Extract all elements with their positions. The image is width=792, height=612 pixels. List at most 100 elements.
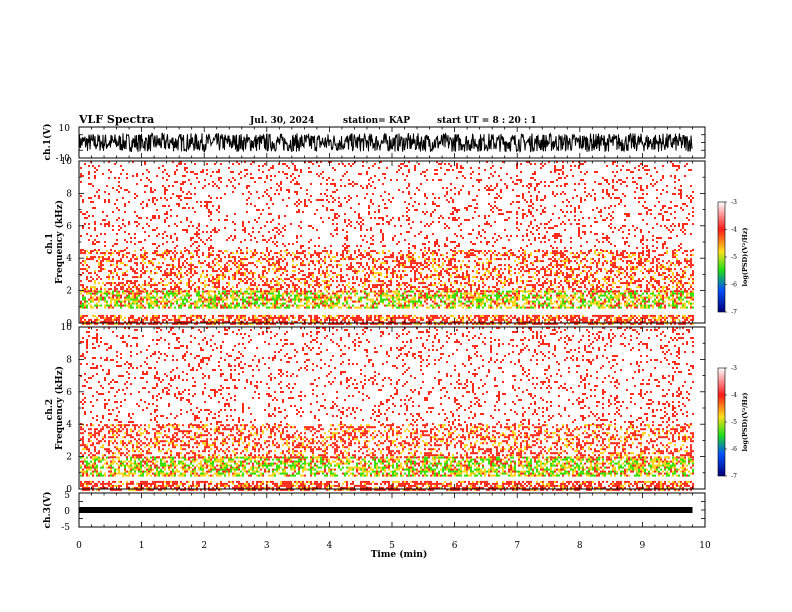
spectrogram-cell bbox=[468, 298, 470, 301]
spectrogram-cell bbox=[212, 322, 214, 325]
spectrogram-cell bbox=[176, 237, 178, 239]
spectrogram-cell bbox=[382, 250, 384, 253]
spectrogram-cell bbox=[290, 181, 292, 183]
spectrogram-cell bbox=[92, 286, 94, 289]
spectrogram-cell bbox=[300, 278, 302, 281]
spectrogram-cell bbox=[482, 306, 484, 309]
spectrogram-cell bbox=[214, 258, 216, 261]
spectrogram-cell bbox=[352, 290, 354, 293]
spectrogram-cell bbox=[150, 181, 152, 183]
spectrogram-cell bbox=[232, 286, 234, 289]
spectrogram-cell bbox=[272, 296, 274, 299]
spectrogram-cell bbox=[490, 320, 492, 323]
spectrogram-cell bbox=[478, 225, 480, 227]
spectrogram-cell bbox=[300, 187, 302, 189]
spectrogram-cell bbox=[360, 221, 362, 223]
spectrogram-cell bbox=[360, 185, 362, 187]
spectrogram-cell bbox=[484, 231, 486, 233]
spectrogram-cell bbox=[252, 314, 254, 317]
spectrogram-cell bbox=[328, 322, 330, 325]
spectrogram-cell bbox=[406, 256, 408, 259]
spectrogram-cell bbox=[108, 274, 110, 277]
spectrogram-cell bbox=[404, 290, 406, 293]
spectrogram-cell bbox=[242, 304, 244, 307]
spectrogram-cell bbox=[164, 231, 166, 233]
spectrogram-cell bbox=[118, 292, 120, 295]
spectrogram-cell bbox=[94, 322, 96, 325]
spectrogram-cell bbox=[282, 302, 284, 305]
spectrogram-cell bbox=[410, 290, 412, 293]
spectrogram-cell bbox=[330, 260, 332, 263]
spectrogram-cell bbox=[490, 189, 492, 191]
spectrogram-cell bbox=[344, 298, 346, 301]
spectrogram-cell bbox=[156, 290, 158, 293]
spectrogram-cell bbox=[176, 318, 178, 321]
spectrogram-cell bbox=[320, 264, 322, 267]
spectrogram-cell bbox=[194, 318, 196, 321]
spectrogram-cell bbox=[168, 282, 170, 285]
spectrogram-cell bbox=[296, 183, 298, 185]
spectrogram-cell bbox=[346, 274, 348, 277]
spectrogram-cell bbox=[356, 245, 358, 247]
spectrogram-cell bbox=[276, 306, 278, 309]
spectrogram-cell bbox=[262, 290, 264, 293]
spectrogram-cell bbox=[470, 296, 472, 299]
spectrogram-cell bbox=[180, 183, 182, 185]
spectrogram-cell bbox=[118, 254, 120, 257]
spectrogram-cell bbox=[116, 239, 118, 241]
spectrogram-cell bbox=[208, 280, 210, 283]
spectrogram-cell bbox=[122, 272, 124, 275]
spectrogram-cell bbox=[340, 288, 342, 291]
spectrogram-cell bbox=[292, 290, 294, 293]
spectrogram-cell bbox=[262, 294, 264, 297]
spectrogram-cell bbox=[444, 320, 446, 323]
spectrogram-cell bbox=[360, 262, 362, 265]
spectrogram-cell bbox=[350, 225, 352, 227]
spectrogram-cell bbox=[434, 302, 436, 305]
spectrogram-cell bbox=[436, 205, 438, 207]
spectrogram-cell bbox=[278, 185, 280, 187]
spectrogram-cell bbox=[244, 264, 246, 267]
spectrogram-cell bbox=[384, 245, 386, 247]
spectrogram-cell bbox=[314, 292, 316, 295]
spectrogram-cell bbox=[156, 252, 158, 255]
spectrogram-cell bbox=[164, 197, 166, 199]
spectrogram-cell bbox=[408, 284, 410, 287]
spectrogram-cell bbox=[190, 264, 192, 267]
spectrogram-cell bbox=[388, 268, 390, 271]
spectrogram-cell bbox=[328, 274, 330, 277]
spectrogram-cell bbox=[254, 250, 256, 253]
spectrogram-cell bbox=[434, 282, 436, 285]
spectrogram-cell bbox=[108, 223, 110, 225]
spectrogram-cell bbox=[128, 284, 130, 287]
spectrogram-cell bbox=[102, 298, 104, 301]
spectrogram-cell bbox=[146, 270, 148, 273]
spectrogram-cell bbox=[86, 233, 88, 235]
spectrogram-cell bbox=[448, 278, 450, 281]
spectrogram-cell bbox=[138, 217, 140, 219]
spectrogram-cell bbox=[408, 294, 410, 297]
spectrogram-cell bbox=[386, 286, 388, 289]
spectrogram-cell bbox=[94, 171, 96, 173]
spectrogram-cell bbox=[378, 167, 380, 169]
spectrogram-cell bbox=[300, 270, 302, 273]
spectrogram-cell bbox=[166, 241, 168, 243]
spectrogram-cell bbox=[178, 298, 180, 301]
spectrogram-cell bbox=[280, 258, 282, 261]
spectrogram-cell bbox=[490, 274, 492, 277]
spectrogram-cell bbox=[114, 177, 116, 179]
spectrogram-cell bbox=[380, 300, 382, 303]
spectrogram-cell bbox=[294, 294, 296, 297]
spectrogram-cell bbox=[108, 225, 110, 227]
spectrogram-cell bbox=[260, 278, 262, 281]
spectrogram-cell bbox=[182, 262, 184, 265]
spectrogram-cell bbox=[110, 302, 112, 305]
spectrogram-cell bbox=[434, 250, 436, 253]
spectrogram-cell bbox=[374, 264, 376, 267]
spectrogram-cell bbox=[444, 282, 446, 285]
spectrogram-cell bbox=[82, 316, 84, 319]
spectrogram-cell bbox=[470, 318, 472, 321]
spectrogram-cell bbox=[424, 175, 426, 177]
spectrogram-cell bbox=[408, 318, 410, 321]
spectrogram-cell bbox=[94, 167, 96, 169]
